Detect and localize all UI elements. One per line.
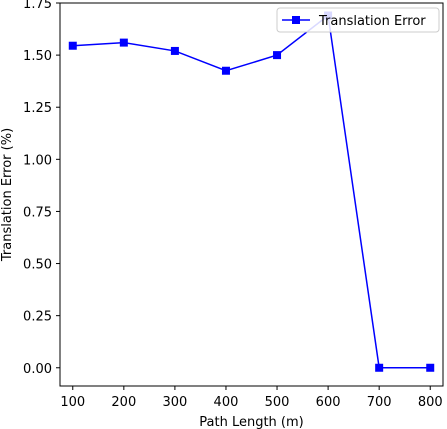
data-point — [221, 66, 230, 75]
x-tick-label: 800 — [418, 395, 443, 410]
x-tick-label: 500 — [265, 395, 290, 410]
legend: Translation Error — [276, 7, 440, 33]
y-tick-label: 0.25 — [23, 310, 52, 325]
data-point — [119, 38, 128, 47]
x-tick-label: 400 — [214, 395, 239, 410]
y-tick-label: 1.25 — [23, 101, 52, 116]
data-point — [273, 51, 282, 60]
y-axis-label: Translation Error (%) — [0, 128, 15, 262]
data-point — [426, 363, 435, 372]
x-tick-label: 300 — [162, 395, 187, 410]
x-tick-label: 600 — [316, 395, 341, 410]
data-point — [68, 41, 77, 50]
x-axis-label: Path Length (m) — [199, 415, 303, 429]
legend-box — [276, 7, 440, 33]
series-group — [68, 11, 435, 372]
y-tick-label: 0.00 — [23, 362, 52, 377]
y-tick-label: 0.75 — [23, 205, 52, 220]
series-line — [72, 14, 431, 369]
axes-frame — [59, 2, 444, 387]
y-tick-label: 0.50 — [23, 258, 52, 273]
legend-entry-label: Translation Error — [318, 14, 426, 29]
x-tick-label: 700 — [367, 395, 392, 410]
plot-area — [68, 11, 435, 372]
x-tick-label: 100 — [60, 395, 85, 410]
data-point — [375, 363, 384, 372]
data-point — [170, 46, 179, 55]
y-tick-label: 1.75 — [23, 0, 52, 12]
axes: 100 200 300 400 500 600 700 800 0.00 0.25 0.50 0.75… — [23, 0, 444, 410]
x-tick-label: 200 — [111, 395, 136, 410]
y-tick-label: 1.50 — [23, 49, 52, 64]
legend-marker-square — [292, 16, 300, 24]
y-tick-label: 1.00 — [23, 153, 52, 168]
